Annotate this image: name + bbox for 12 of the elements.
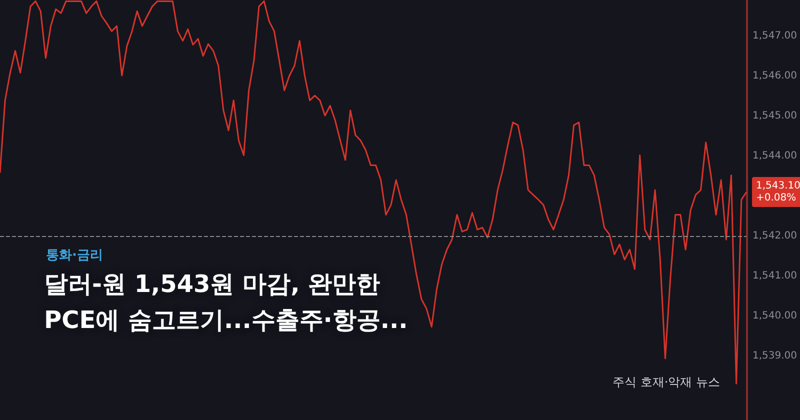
y-tick-label: 1,544.00 <box>752 150 797 162</box>
text: 달러-원 1,543원 마감, 완만한 PCE에 숨고르기...수출주·항공... <box>44 269 409 336</box>
text: 통화·금리 <box>46 247 103 264</box>
y-tick-label: 1,541.00 <box>752 270 797 282</box>
annotation: 주식 호재·악재 뉴스 <box>612 374 720 391</box>
text: 1,543.10 +0.08% <box>756 180 800 204</box>
y-tick-label: 1,547.00 <box>752 30 797 42</box>
y-tick-label: 1,539.00 <box>752 350 797 362</box>
y-tick-label: 1,540.00 <box>752 310 797 322</box>
y-tick-label: 1,545.00 <box>752 110 797 122</box>
y-tick-label: 1,542.00 <box>752 230 797 242</box>
y-tick-label: 1,546.00 <box>752 70 797 82</box>
